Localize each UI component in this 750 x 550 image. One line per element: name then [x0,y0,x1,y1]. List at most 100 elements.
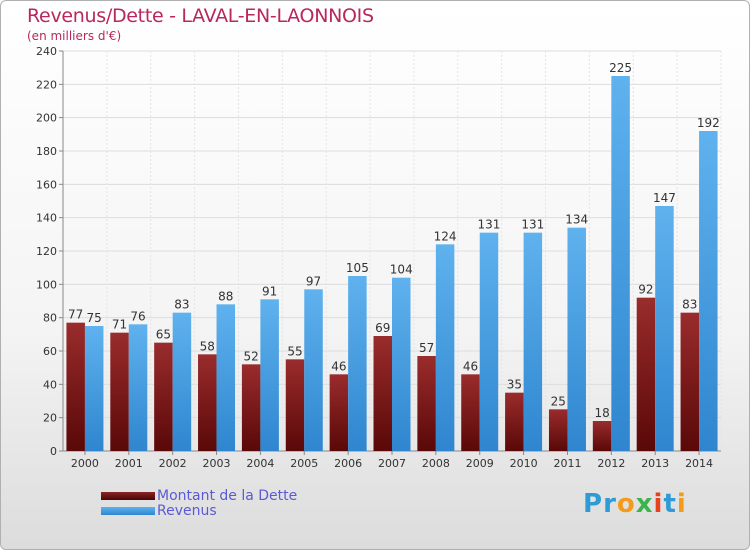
y-tick-label: 40 [43,378,57,391]
bar-revenus [392,277,411,451]
y-tick-label: 100 [36,278,57,291]
bar-dette [241,364,261,451]
bar-revenus [348,276,367,451]
data-label: 192 [697,116,720,130]
bar-dette [548,409,568,451]
data-label: 75 [87,311,102,325]
bar-dette [110,332,129,451]
data-label: 77 [68,308,83,322]
data-label: 104 [390,263,413,277]
y-tick-label: 80 [43,312,57,325]
data-label: 76 [130,309,145,323]
proxiti-logo: Proxiti [583,489,687,519]
logo-letter: i [653,489,664,519]
x-tick-label: 2006 [334,457,362,470]
bar-dette [680,312,700,451]
data-label: 55 [287,344,302,358]
logo-letter: i [676,489,687,519]
bar-dette [373,336,392,451]
bar-revenus [172,312,192,451]
bar-dette [285,359,305,451]
bar-revenus [260,299,279,451]
y-tick-label: 220 [36,78,57,91]
data-label: 25 [551,394,566,408]
x-tick-label: 2003 [203,457,231,470]
y-tick-label: 180 [36,145,57,158]
x-tick-label: 2010 [510,457,538,470]
y-tick-label: 60 [43,345,57,358]
x-tick-label: 2004 [246,457,274,470]
data-label: 35 [507,378,522,392]
legend-swatch-dette [101,491,155,500]
legend-label-dette: Montant de la Dette [157,487,298,504]
data-label: 147 [653,191,676,205]
x-tick-label: 2001 [115,457,143,470]
x-tick-label: 2013 [641,457,669,470]
bar-revenus [699,131,718,451]
x-tick-label: 2007 [378,457,406,470]
bar-revenus [216,304,236,451]
y-tick-label: 240 [36,45,57,58]
data-label: 52 [244,349,259,363]
data-label: 92 [638,283,653,297]
bar-dette [592,421,612,451]
bar-dette [417,356,436,451]
data-label: 225 [609,61,632,75]
data-label: 124 [434,229,457,243]
y-tick-label: 0 [50,445,57,458]
data-label: 134 [565,213,588,227]
bar-revenus [304,289,323,451]
legend-item-revenus: Revenus [101,503,297,519]
data-label: 131 [521,218,544,232]
x-tick-label: 2008 [422,457,450,470]
data-label: 69 [375,321,390,335]
y-tick-label: 160 [36,178,57,191]
bar-revenus [479,232,499,451]
data-label: 97 [306,274,321,288]
data-label: 46 [331,359,346,373]
x-tick-label: 2011 [553,457,581,470]
legend-item-dette: Montant de la Dette [101,487,298,504]
y-tick-label: 140 [36,212,57,225]
data-label: 105 [346,261,369,275]
bar-revenus [567,227,586,451]
data-label: 91 [262,284,277,298]
bar-revenus [435,244,455,451]
bar-dette [505,392,524,451]
data-label: 83 [682,298,697,312]
bar-revenus [655,206,674,451]
chart-title: Revenus/Dette - LAVAL-EN-LAONNOIS [27,5,374,27]
bars [66,76,718,451]
legend-swatch-revenus [101,506,155,515]
data-label: 65 [156,328,171,342]
logo-letter: P [583,489,604,519]
bar-revenus [84,326,104,451]
logo-letter: t [663,489,677,519]
x-tick-label: 2000 [71,457,99,470]
bar-dette [66,322,85,451]
data-label: 57 [419,341,434,355]
x-tick-label: 2005 [290,457,318,470]
bar-dette [636,297,656,451]
data-label: 131 [478,218,501,232]
bar-dette [461,374,480,451]
data-label: 46 [463,359,478,373]
x-tick-label: 2012 [597,457,625,470]
data-label: 83 [174,298,189,312]
bar-revenus [611,76,630,451]
data-label: 58 [200,339,215,353]
axes: 0 20 40 60 80 100 120 140 160 180 200 220 240 2000 200… [36,45,721,470]
x-tick-label: 2014 [685,457,713,470]
logo-letter: o [616,489,636,519]
chart-subtitle: (en milliers d'€) [27,29,122,43]
data-label: 88 [218,289,233,303]
x-tick-label: 2002 [159,457,187,470]
bar-dette [198,354,217,451]
logo-letter: x [635,489,654,519]
data-label: 18 [594,406,609,420]
data-label: 71 [112,318,127,332]
bar-revenus [523,232,543,451]
